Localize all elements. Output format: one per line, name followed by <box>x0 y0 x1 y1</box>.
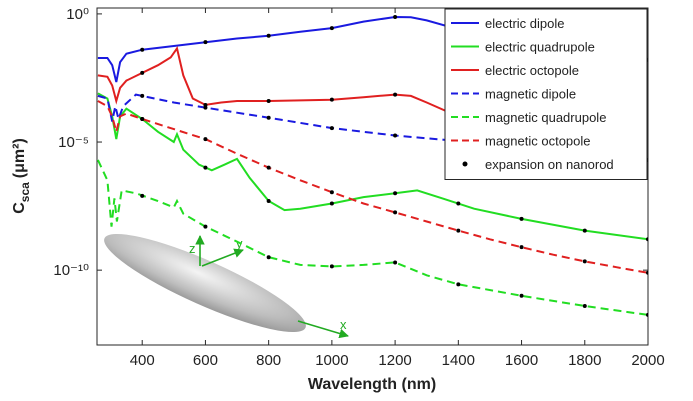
data-point <box>266 115 271 120</box>
data-point <box>519 216 524 221</box>
data-point <box>519 245 524 250</box>
data-point <box>266 165 271 170</box>
x-tick-label: 600 <box>193 352 218 369</box>
data-point <box>203 165 208 170</box>
series-line <box>97 100 648 274</box>
x-tick-label: 1600 <box>505 352 538 369</box>
y-title-subscript: sca <box>18 182 32 202</box>
y-tick-label: 10⁻⁵ <box>58 134 89 151</box>
data-point <box>140 47 145 52</box>
data-point <box>266 98 271 103</box>
data-point <box>203 137 208 142</box>
x-axis-title: Wavelength (nm) <box>308 376 436 393</box>
data-point <box>393 92 398 97</box>
legend-label: magnetic dipole <box>485 87 576 102</box>
legend-label: electric octopole <box>485 63 579 78</box>
data-point <box>393 260 398 265</box>
legend: electric dipole electric quadrupole electr… <box>444 8 648 180</box>
data-point <box>646 237 648 242</box>
data-point <box>582 259 587 264</box>
data-point <box>646 312 648 317</box>
data-point <box>329 264 334 269</box>
x-tick-label: 1000 <box>315 352 348 369</box>
y-axis-arrow <box>201 248 244 267</box>
data-point <box>266 255 271 260</box>
data-point <box>393 210 398 215</box>
data-point <box>140 117 145 122</box>
data-point <box>203 40 208 45</box>
inset-label: x <box>340 317 347 332</box>
legend-label: expansion on nanorod <box>485 157 614 172</box>
data-point <box>203 105 208 110</box>
legend-label: electric dipole <box>485 16 565 31</box>
x-axis-arrow <box>297 320 349 339</box>
y-tick-label: 10⁰ <box>66 6 89 23</box>
data-point <box>266 198 271 203</box>
y-tick-label: 10⁻¹⁰ <box>53 262 89 279</box>
legend-swatch <box>462 161 468 167</box>
data-point <box>646 270 648 275</box>
legend-label: electric quadrupole <box>485 40 595 55</box>
data-point <box>393 191 398 196</box>
x-tick-label: 1400 <box>442 352 475 369</box>
x-tick-label: 1800 <box>568 352 601 369</box>
inset-label: z <box>189 241 196 256</box>
data-point <box>456 282 461 287</box>
data-point <box>203 224 208 229</box>
legend-label: magnetic quadrupole <box>485 110 606 125</box>
data-point <box>329 126 334 131</box>
data-point <box>140 193 145 198</box>
nanorod <box>104 233 306 333</box>
data-point <box>456 228 461 233</box>
x-tick-label: 800 <box>256 352 281 369</box>
data-point <box>329 26 334 31</box>
series-line <box>97 92 648 241</box>
data-point <box>140 93 145 98</box>
legend-label: magnetic octopole <box>485 134 591 149</box>
data-point <box>393 133 398 138</box>
y-title-symbol: C <box>11 202 28 214</box>
data-point <box>140 70 145 75</box>
data-point <box>456 201 461 206</box>
data-point <box>329 97 334 102</box>
data-point <box>266 33 271 38</box>
data-point <box>329 201 334 206</box>
y-title-unit: (μm²) <box>11 138 28 178</box>
x-tick-label: 400 <box>130 352 155 369</box>
x-tick-label: 1200 <box>378 352 411 369</box>
axes: 400 600 800 1000 1200 1400 1600 1800 2000 10⁰ 10⁻⁵… <box>53 6 664 369</box>
data-point <box>393 14 398 19</box>
y-axis-title: Csca (μm²) <box>11 138 32 214</box>
data-point <box>329 190 334 195</box>
data-point <box>519 293 524 298</box>
x-tick-label: 2000 <box>631 352 664 369</box>
data-point <box>582 303 587 308</box>
data-point <box>582 228 587 233</box>
